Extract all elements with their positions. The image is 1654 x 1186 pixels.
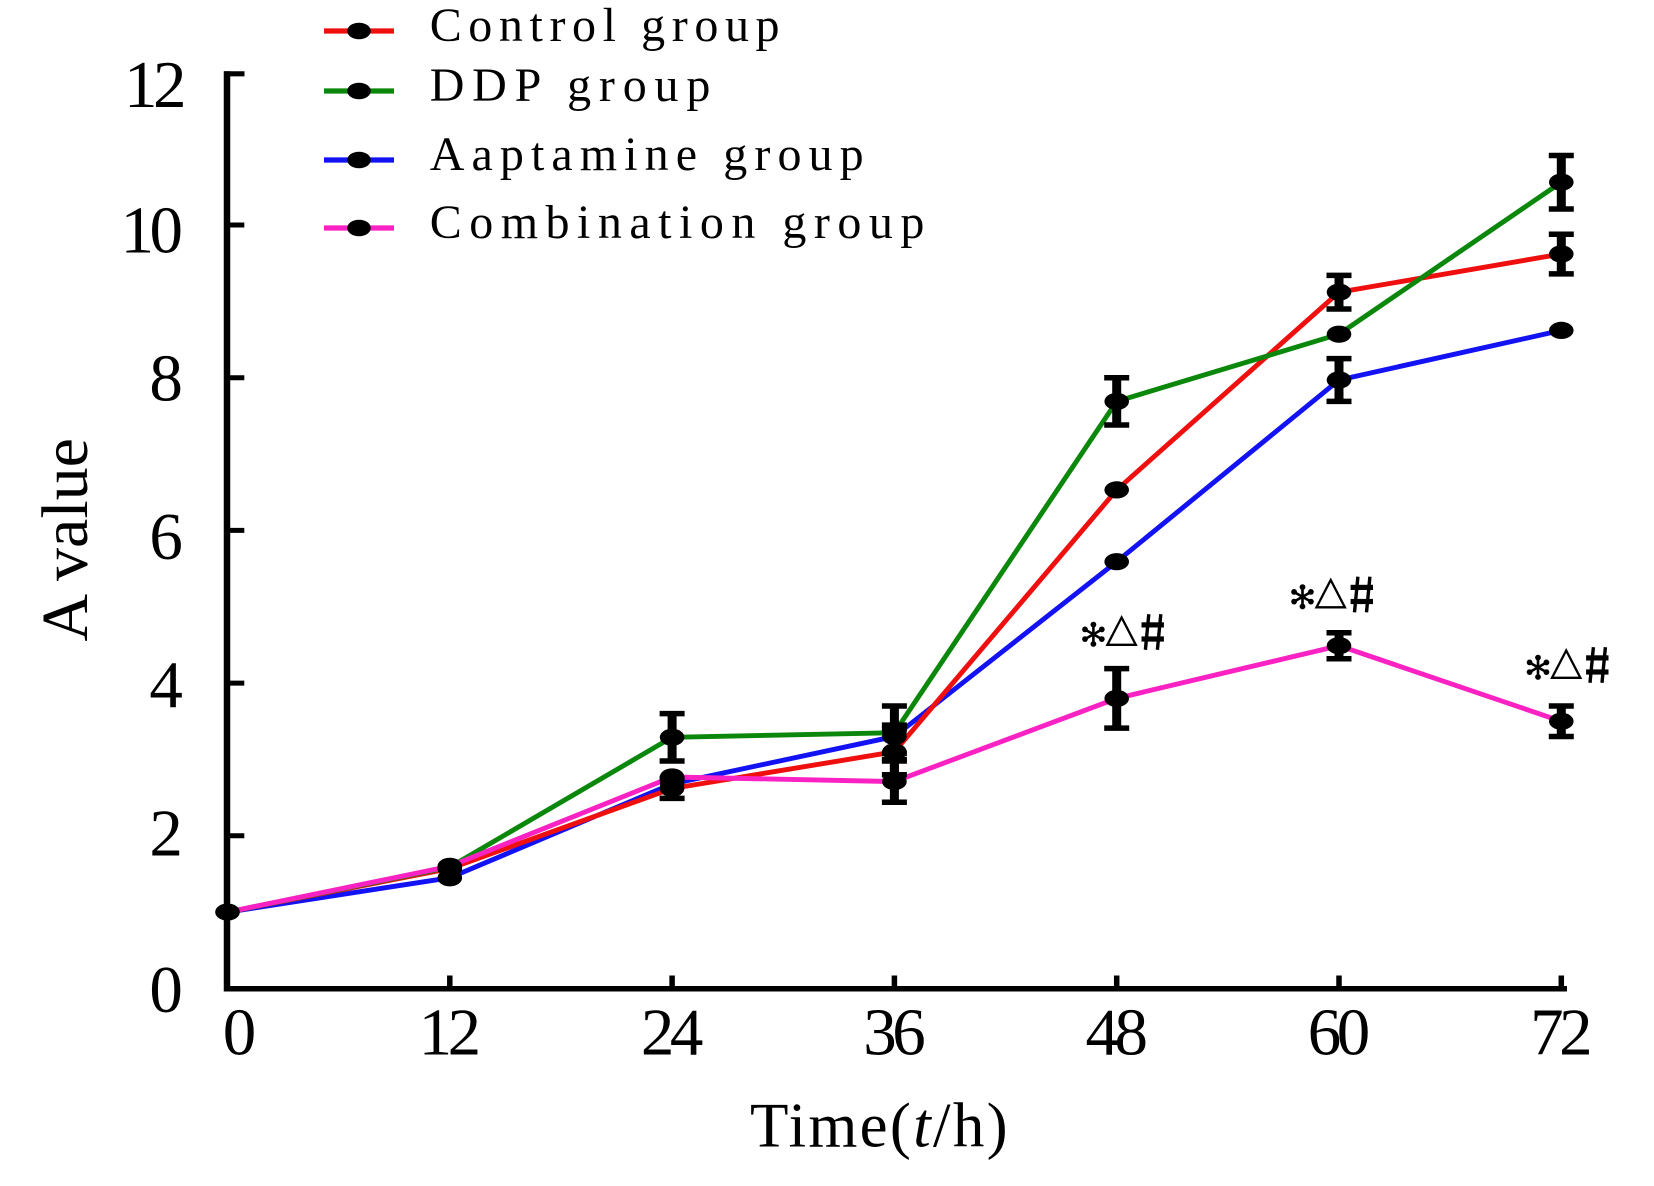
svg-text:0: 0 <box>223 996 257 1070</box>
svg-text:72: 72 <box>1530 996 1589 1070</box>
svg-text:Time(t/h): Time(t/h) <box>750 1091 1010 1161</box>
svg-text:10: 10 <box>121 194 181 268</box>
svg-text:A value: A value <box>29 438 102 641</box>
svg-text:2: 2 <box>149 797 183 871</box>
svg-text:Combination group: Combination group <box>430 196 932 249</box>
svg-text:DDP group: DDP group <box>430 59 718 112</box>
svg-text:Control group: Control group <box>430 0 786 52</box>
svg-text:4: 4 <box>149 648 183 722</box>
svg-text:48: 48 <box>1086 996 1146 1070</box>
svg-text:8: 8 <box>149 341 183 415</box>
svg-text:24: 24 <box>641 996 703 1070</box>
svg-text:6: 6 <box>149 500 183 574</box>
svg-text:12: 12 <box>419 996 478 1070</box>
svg-text:36: 36 <box>863 996 924 1070</box>
svg-text:0: 0 <box>149 953 183 1027</box>
svg-text:12: 12 <box>124 48 183 122</box>
svg-text:60: 60 <box>1308 996 1368 1070</box>
svg-text:Aaptamine group: Aaptamine group <box>430 128 871 181</box>
